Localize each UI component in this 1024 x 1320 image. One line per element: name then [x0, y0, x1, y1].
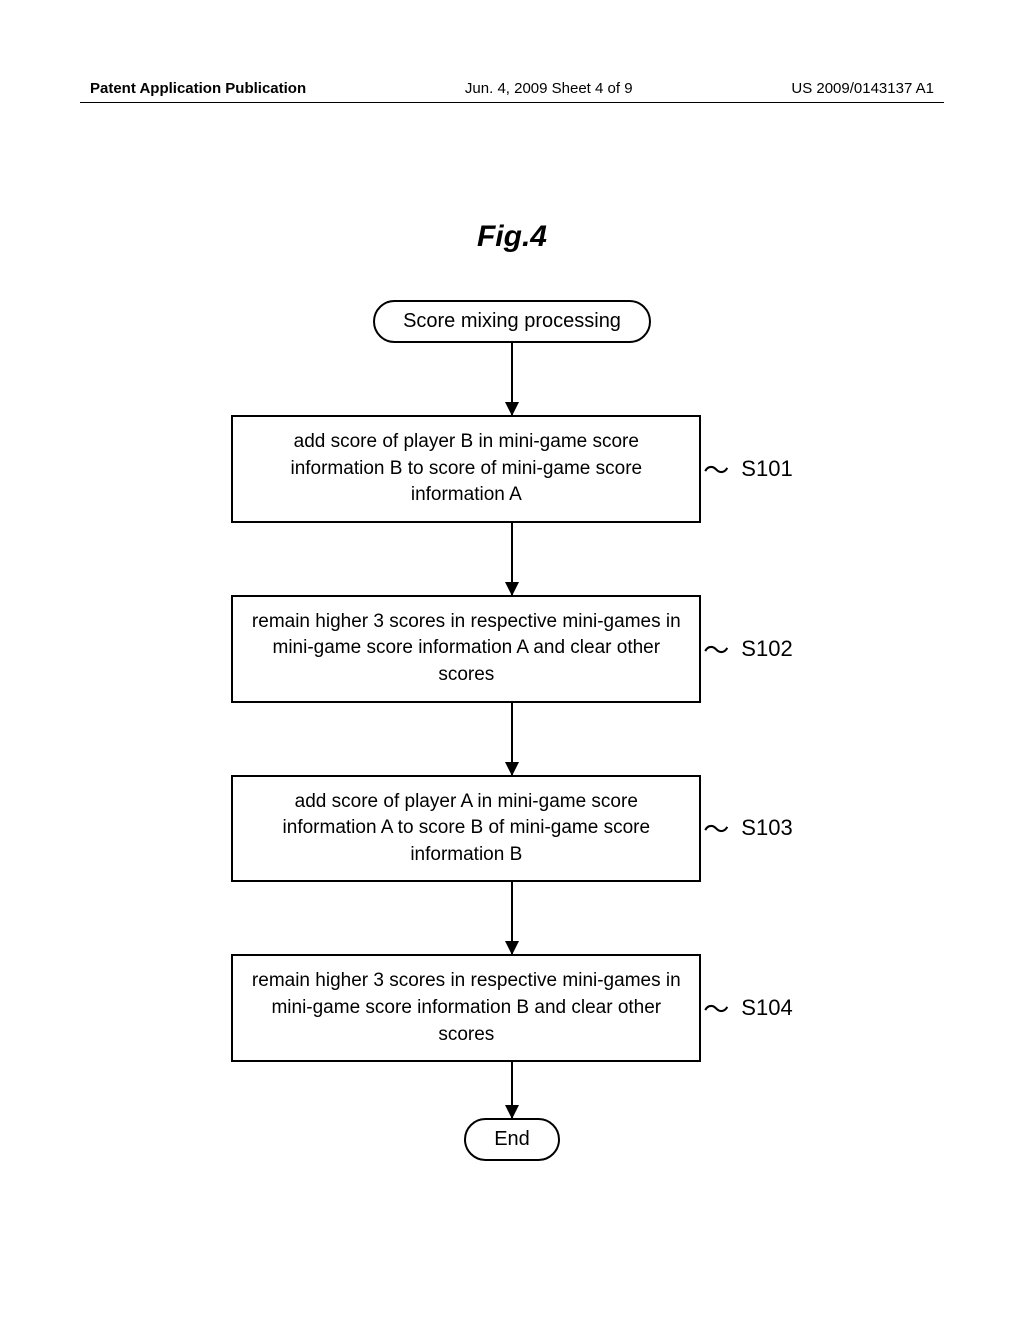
- step-label: 〜 S103: [741, 815, 792, 841]
- header-date-sheet: Jun. 4, 2009 Sheet 4 of 9: [465, 80, 633, 97]
- step-id: S101: [741, 456, 792, 481]
- header-patent-number: US 2009/0143137 A1: [791, 80, 934, 97]
- header-publication: Patent Application Publication: [90, 80, 306, 97]
- step-id: S104: [741, 995, 792, 1020]
- step-label: 〜 S102: [741, 636, 792, 662]
- arrow: [511, 523, 513, 595]
- step-id: S103: [741, 815, 792, 840]
- arrow: [511, 703, 513, 775]
- step-label: 〜 S101: [741, 456, 792, 482]
- connector-tilde: 〜: [703, 630, 729, 667]
- connector-tilde: 〜: [703, 990, 729, 1027]
- step-label: 〜 S104: [741, 995, 792, 1021]
- step-id: S102: [741, 636, 792, 661]
- page-header: Patent Application Publication Jun. 4, 2…: [0, 80, 1024, 97]
- flowchart: Score mixing processing add score of pla…: [0, 300, 1024, 1161]
- connector-tilde: 〜: [703, 450, 729, 487]
- process-box: remain higher 3 scores in respective min…: [231, 954, 701, 1062]
- terminal-start: Score mixing processing: [373, 300, 651, 343]
- figure-title: Fig.4: [0, 220, 1024, 254]
- arrow: [511, 343, 513, 415]
- step-row: remain higher 3 scores in respective min…: [231, 595, 792, 703]
- step-row: add score of player B in mini-game score…: [231, 415, 792, 523]
- arrow: [511, 882, 513, 954]
- process-box: add score of player A in mini-game score…: [231, 775, 701, 883]
- arrow: [511, 1062, 513, 1118]
- terminal-end: End: [464, 1118, 560, 1161]
- connector-tilde: 〜: [703, 810, 729, 847]
- header-rule: [80, 102, 944, 103]
- step-row: remain higher 3 scores in respective min…: [231, 954, 792, 1062]
- process-box: add score of player B in mini-game score…: [231, 415, 701, 523]
- step-row: add score of player A in mini-game score…: [231, 775, 792, 883]
- process-box: remain higher 3 scores in respective min…: [231, 595, 701, 703]
